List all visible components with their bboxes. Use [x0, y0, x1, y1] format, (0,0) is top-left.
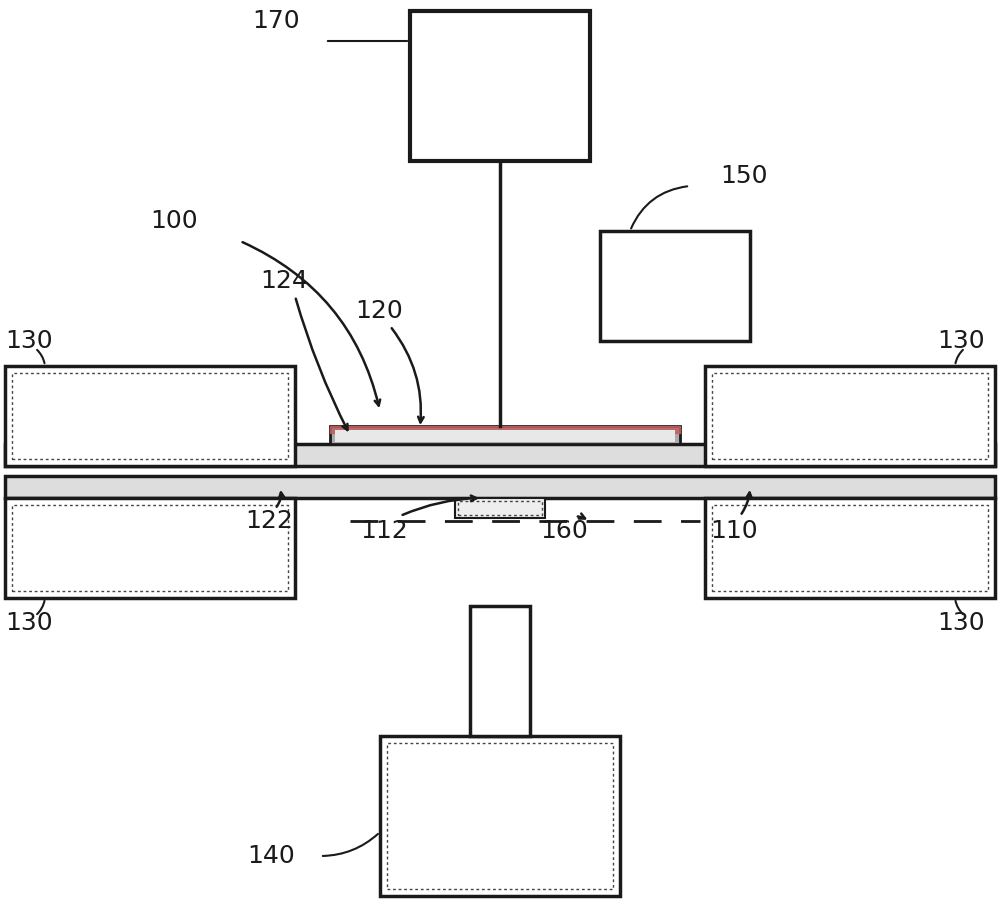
Text: 140: 140	[247, 844, 295, 868]
Text: 150: 150	[720, 164, 768, 188]
Bar	[5, 476, 995, 498]
Bar	[712, 373, 988, 459]
Text: 112: 112	[360, 519, 408, 543]
Bar	[12, 373, 288, 459]
Bar	[387, 743, 613, 889]
Bar	[600, 231, 750, 341]
Bar	[12, 505, 288, 591]
Text: 110: 110	[710, 519, 758, 543]
Bar	[5, 498, 295, 598]
Text: 170: 170	[252, 9, 300, 33]
Bar	[705, 366, 995, 466]
Text: 122: 122	[245, 509, 293, 533]
Text: 100: 100	[150, 209, 198, 233]
Bar	[458, 501, 542, 515]
Bar	[5, 366, 295, 466]
Bar	[330, 426, 680, 444]
Bar	[410, 11, 590, 161]
Bar	[335, 430, 675, 442]
Bar	[455, 498, 545, 518]
Bar	[470, 606, 530, 736]
Text: 130: 130	[937, 329, 985, 353]
Text: 130: 130	[937, 611, 985, 635]
Text: 160: 160	[540, 519, 588, 543]
Bar	[380, 736, 620, 896]
Text: 124: 124	[260, 269, 308, 293]
Bar	[705, 498, 995, 598]
Text: 120: 120	[355, 299, 403, 323]
Text: 130: 130	[5, 329, 53, 353]
Bar	[712, 505, 988, 591]
Bar	[5, 444, 995, 466]
Text: 130: 130	[5, 611, 53, 635]
